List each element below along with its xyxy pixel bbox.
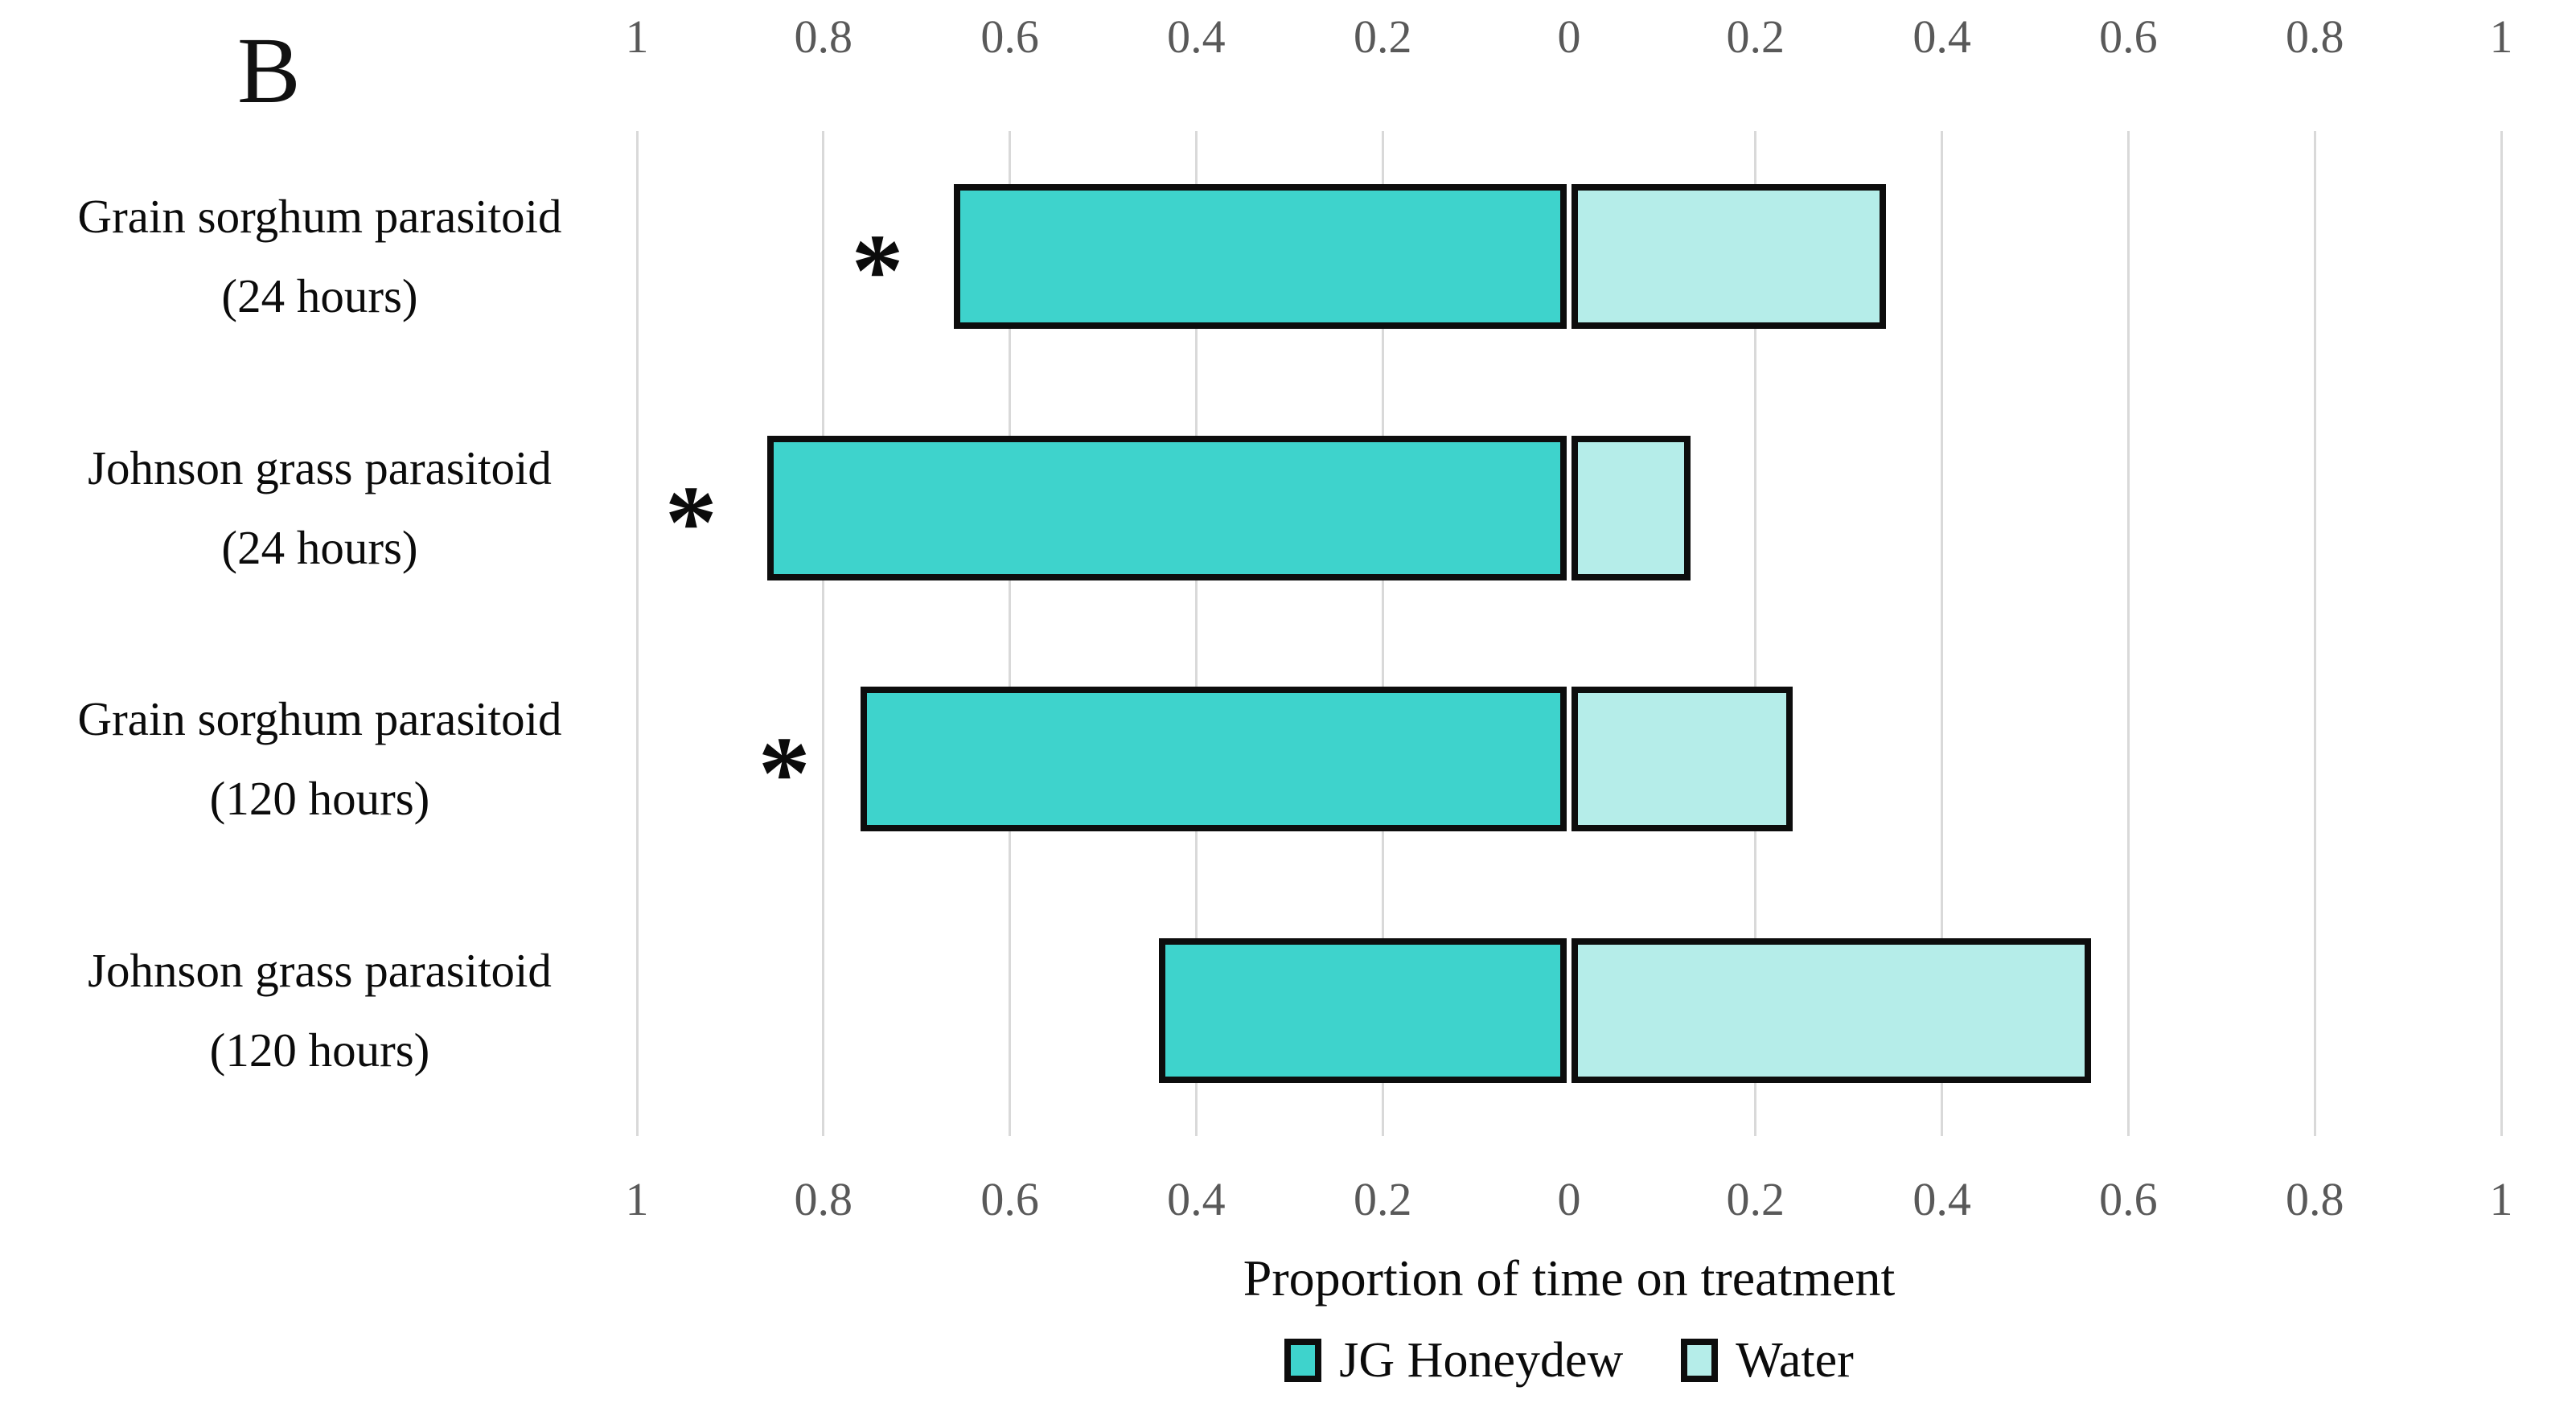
top-axis-tick-label: 1 [625,10,649,63]
category-label-line2: (24 hours) [221,269,418,323]
bar-segment-jg-honeydew [767,435,1567,580]
bar-segment-water [1571,937,2092,1083]
bottom-axis-tick-label: 0.4 [1912,1173,1971,1225]
category-label-line2: (24 hours) [221,520,418,574]
bottom-axis-tick-label: 1 [2489,1173,2513,1225]
gridline [1381,131,1384,1136]
gridline [1941,131,1944,1136]
bar-segment-jg-honeydew [954,184,1567,330]
top-axis-tick-label: 0.4 [1912,10,1971,63]
significance-asterisk: * [758,716,811,832]
top-axis-tick-label: 0.4 [1167,10,1226,63]
top-axis-tick-label: 0.6 [2099,10,2158,63]
bottom-axis-tick-label: 0.2 [1726,1173,1785,1225]
bottom-axis-tick-label: 0.8 [794,1173,853,1225]
significance-asterisk: * [664,464,717,580]
gridline [2500,131,2503,1136]
legend-label: Water [1736,1332,1854,1388]
gridline [822,131,825,1136]
legend-entry: Water [1681,1332,1854,1389]
x-axis-title: Proportion of time on treatment [1243,1249,1896,1306]
bottom-axis-tick-label: 0.6 [2099,1173,2158,1225]
category-label-line2: (120 hours) [209,772,430,826]
bottom-axis-tick-label: 0.2 [1353,1173,1412,1225]
gridline [1754,131,1757,1136]
bar-segment-water [1571,435,1691,580]
legend-label: JG Honeydew [1339,1332,1624,1388]
legend-swatch-water [1681,1339,1719,1382]
legend: JG Honeydew Water [637,1323,2501,1398]
category-label: Johnson grass parasitoid (24 hours) [20,423,619,593]
top-axis-tick-label: 0.2 [1726,10,1785,63]
bottom-axis-tick-label: 0.8 [2285,1173,2344,1225]
bar-segment-jg-honeydew [1159,937,1567,1083]
panel-label: B [237,18,301,123]
top-axis-tick-label: 0.6 [980,10,1039,63]
bar-segment-water [1571,184,1887,330]
bottom-axis-tick-label: 0.6 [980,1173,1039,1225]
bottom-axis-tick-label: 0 [1557,1173,1581,1225]
legend-swatch-jg-honeydew [1284,1339,1322,1382]
legend-entry: JG Honeydew [1284,1332,1623,1389]
category-label: Grain sorghum parasitoid (120 hours) [20,674,619,844]
gridline [2313,131,2316,1136]
zero-gridline [1567,131,1571,1136]
gridline [1194,131,1198,1136]
significance-asterisk: * [851,213,904,330]
top-axis-tick-label: 0.2 [1353,10,1412,63]
top-axis-tick-label: 1 [2489,10,2513,63]
top-axis-tick-label: 0.8 [794,10,853,63]
top-axis-tick-label: 0 [1557,10,1581,63]
category-label: Johnson grass parasitoid (120 hours) [20,925,619,1096]
category-label-line1: Grain sorghum parasitoid [77,692,562,746]
category-label-line1: Johnson grass parasitoid [88,943,552,997]
bottom-axis-tick-label: 1 [625,1173,649,1225]
category-label-line1: Johnson grass parasitoid [88,441,552,494]
bottom-axis-tick-label: 0.4 [1167,1173,1226,1225]
bar-segment-water [1571,687,1793,832]
top-axis-tick-label: 0.8 [2285,10,2344,63]
category-label-line1: Grain sorghum parasitoid [77,190,562,244]
bar-segment-jg-honeydew [861,687,1567,832]
gridline [2126,131,2130,1136]
category-label-line2: (120 hours) [209,1023,430,1077]
category-label: Grain sorghum parasitoid (24 hours) [20,171,619,342]
gridline [635,131,639,1136]
gridline [1009,131,1012,1136]
